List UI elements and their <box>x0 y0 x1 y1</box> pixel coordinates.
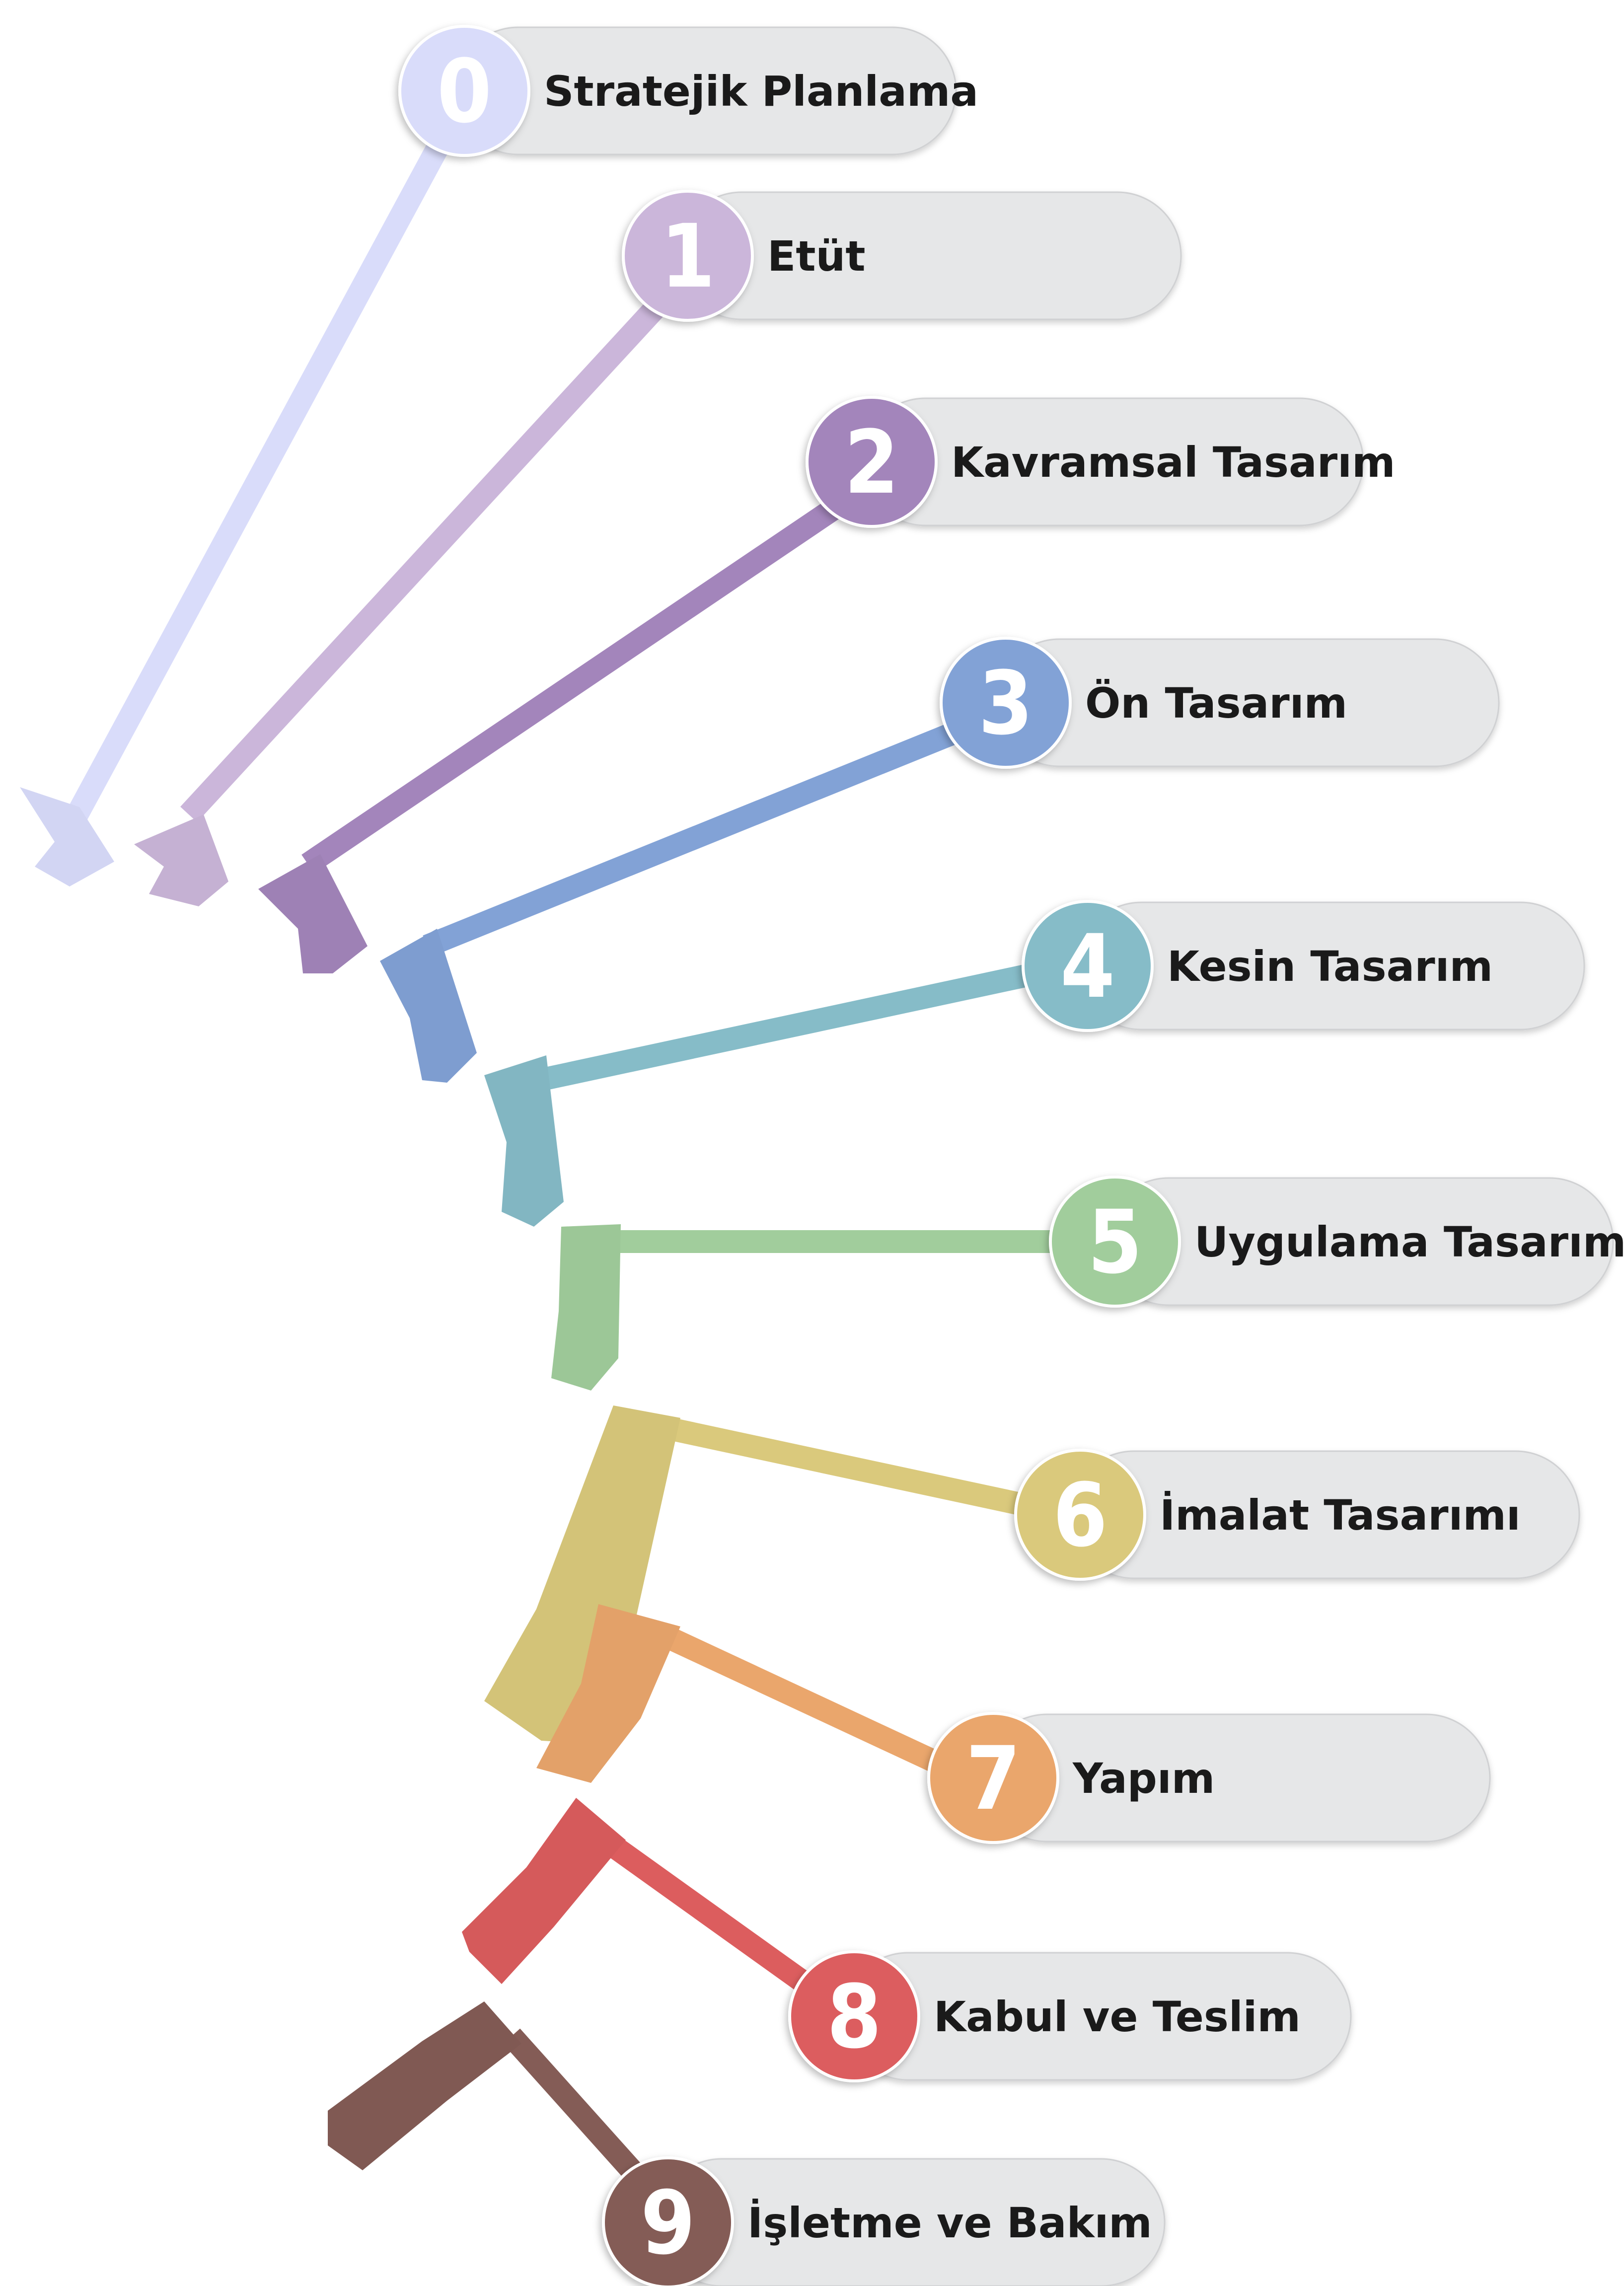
stage-8-arm <box>601 1833 816 1996</box>
stage-6-label: İmalat Tasarımı <box>1160 1491 1521 1540</box>
stage-4-flag <box>484 1055 564 1227</box>
stage-1-badge <box>622 190 754 322</box>
ribbons-layer <box>20 144 1073 2188</box>
stage-2-flag <box>258 854 368 973</box>
stage-7-flag <box>536 1604 680 1783</box>
stage-0-flag <box>20 787 114 886</box>
stage-7-badge <box>927 1712 1059 1844</box>
pills-layer: Stratejik Planlama Etüt Kavramsal Tasarım Ö… <box>453 26 1624 2286</box>
stage-7-label: Yapım <box>1072 1754 1215 1803</box>
stage-5-badge <box>1049 1176 1181 1308</box>
stage-6-number: 6 <box>1053 1465 1107 1566</box>
stage-0-arm <box>64 144 447 825</box>
stage-7-number: 7 <box>966 1728 1021 1830</box>
stage-3-number: 3 <box>978 653 1033 754</box>
stage-8-flag <box>462 1798 626 1984</box>
stage-3-flag <box>380 929 477 1083</box>
stage-6-badge <box>1014 1449 1146 1581</box>
stage-5-number: 5 <box>1088 1191 1142 1293</box>
stage-7-arm <box>651 1621 954 1778</box>
stage-2-arm <box>301 492 851 874</box>
stage-8-number: 8 <box>827 1966 882 2068</box>
stage-5-flag <box>551 1224 621 1391</box>
circles-layer: 0 1 2 3 4 5 6 7 8 9 <box>398 25 1181 2286</box>
stage-3-badge <box>940 637 1072 769</box>
stage-6-arm <box>663 1416 1038 1519</box>
stage-9-arm <box>503 2028 650 2188</box>
stage-0-number: 0 <box>437 41 492 143</box>
stage-6-flag <box>484 1405 680 1743</box>
stage-1-label: Etüt <box>767 232 866 281</box>
stage-1-flag <box>134 814 228 906</box>
stage-4-arm <box>536 959 1050 1092</box>
stage-3-label: Ön Tasarım <box>1085 679 1347 728</box>
stage-0-badge <box>398 25 530 157</box>
stage-2-badge <box>806 396 938 528</box>
stage-8-label: Kabul ve Teslim <box>934 1992 1301 2041</box>
stage-1-number: 1 <box>661 206 715 307</box>
stage-3-arm <box>423 714 978 957</box>
stage-8-badge <box>788 1950 920 2082</box>
stage-5-label: Uygulama Tasarımı <box>1194 1218 1624 1266</box>
stage-1-arm <box>180 300 664 822</box>
stage-2-number: 2 <box>844 412 899 514</box>
stage-4-badge <box>1022 900 1154 1032</box>
stage-9-flag <box>328 2001 521 2170</box>
stage-9-number: 9 <box>641 2172 695 2274</box>
stage-4-label: Kesin Tasarım <box>1167 942 1493 991</box>
stage-4-number: 4 <box>1060 916 1115 1018</box>
stage-9-badge <box>602 2156 734 2286</box>
stage-9-label: İşletme ve Bakım <box>747 2199 1152 2247</box>
stage-2-label: Kavramsal Tasarım <box>951 438 1395 487</box>
stage-0-label: Stratejik Planlama <box>544 67 978 116</box>
